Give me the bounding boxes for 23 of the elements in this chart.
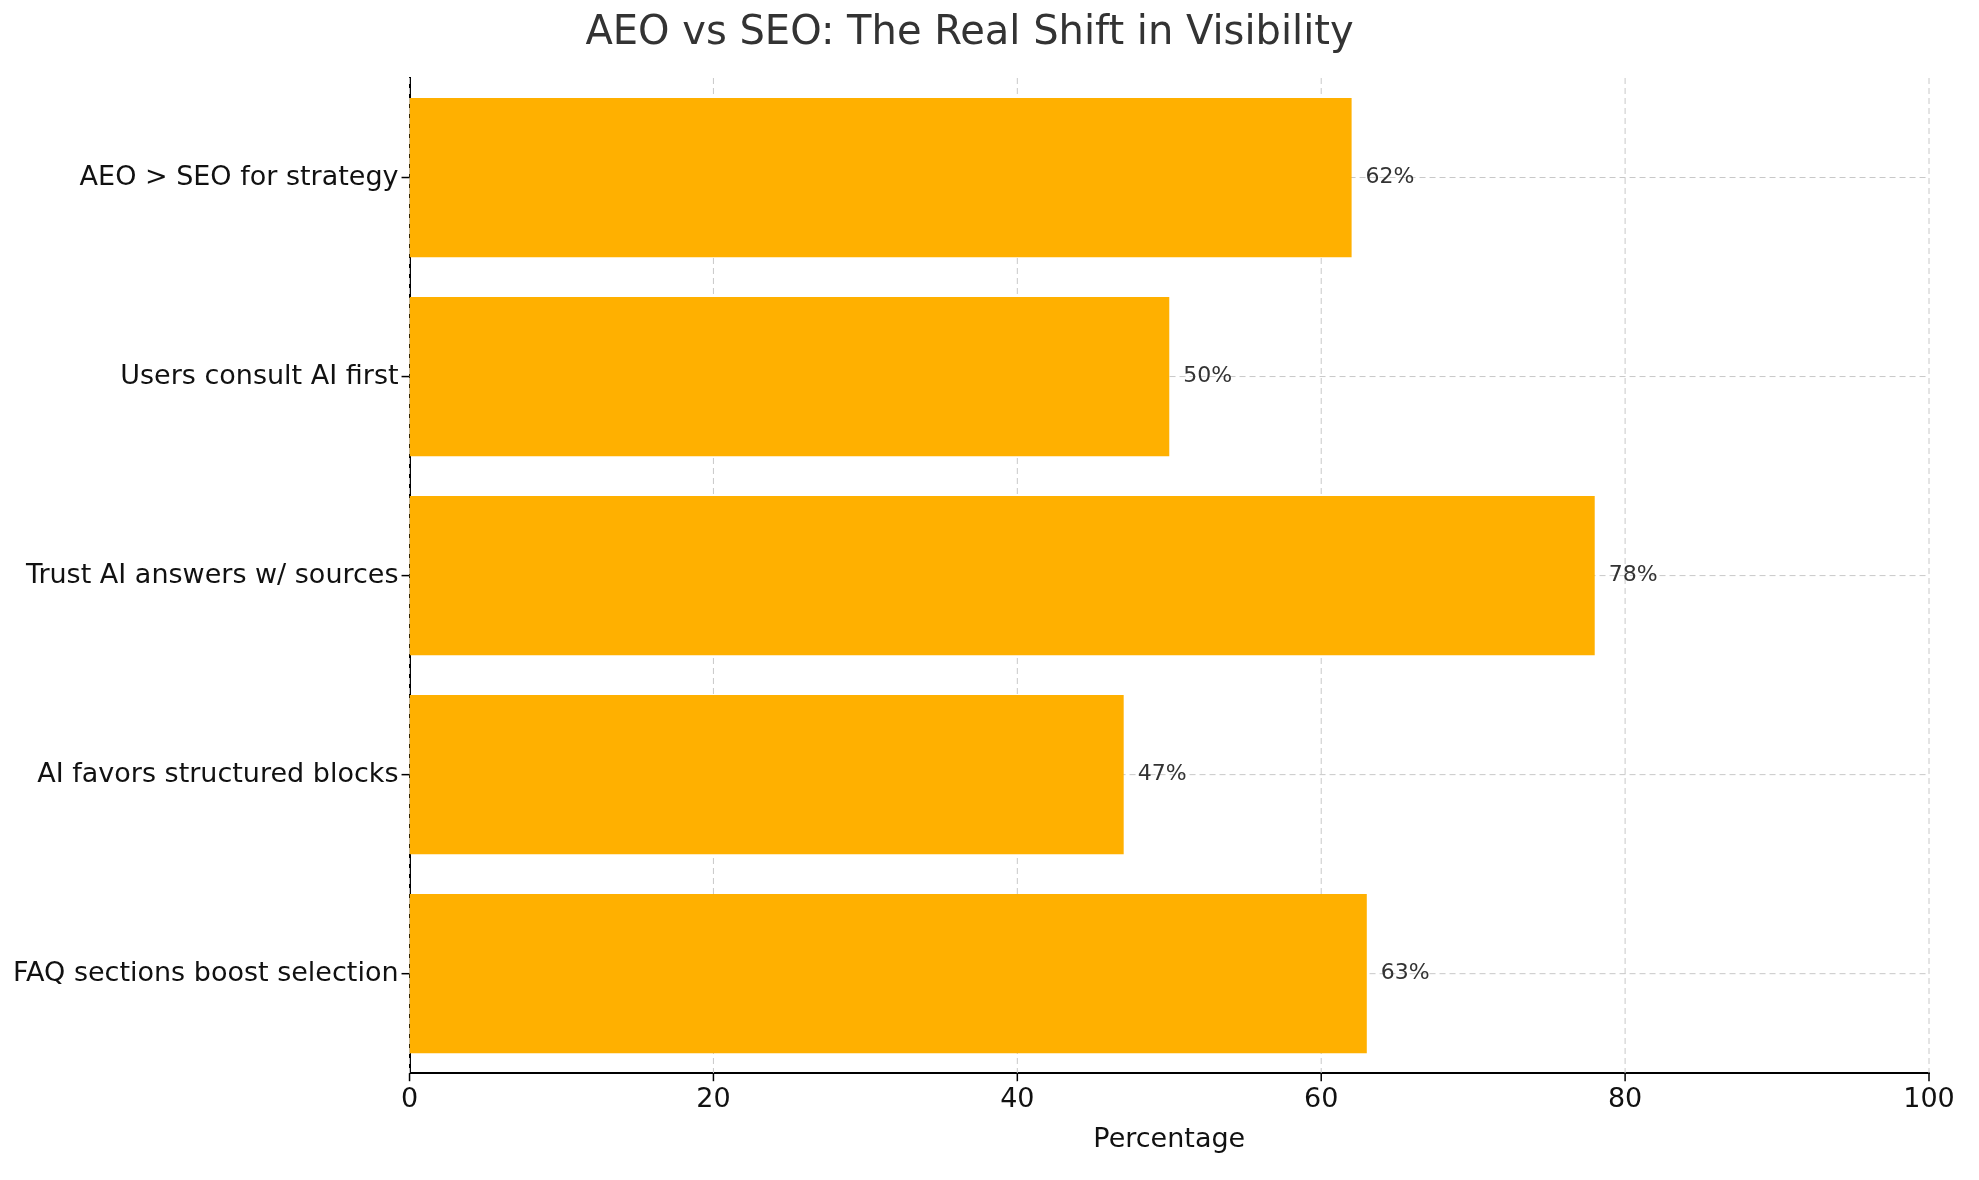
bar: [409, 695, 1124, 855]
x-tick-label: 60: [1304, 1082, 1339, 1114]
data-label: 62%: [1365, 163, 1415, 189]
x-axis-title: Percentage: [1093, 1121, 1246, 1153]
bar: [409, 97, 1352, 258]
y-tick-label: AEO > SEO for strategy: [79, 159, 399, 191]
y-tick-label: Trust AI answers w/ sources: [24, 557, 399, 589]
data-label: 50%: [1183, 362, 1233, 388]
data-label: 63%: [1380, 959, 1430, 985]
x-tick-label: 20: [696, 1082, 731, 1114]
y-tick-label: Users consult AI first: [120, 358, 399, 390]
x-tick-label: 80: [1607, 1082, 1643, 1114]
chart-title: AEO vs SEO: The Real Shift in Visibility: [585, 7, 1354, 54]
bar: [409, 894, 1367, 1054]
bar: [409, 495, 1595, 656]
x-tick-label: 0: [400, 1082, 419, 1114]
data-label: 78%: [1608, 561, 1658, 587]
y-tick-label: AI favors structured blocks: [37, 756, 399, 788]
data-label: 47%: [1137, 760, 1187, 786]
y-tick-label: FAQ sections boost selection: [12, 955, 399, 987]
x-tick-label: 100: [1903, 1082, 1955, 1114]
x-tick-label: 40: [1000, 1082, 1035, 1114]
bar: [409, 296, 1170, 457]
